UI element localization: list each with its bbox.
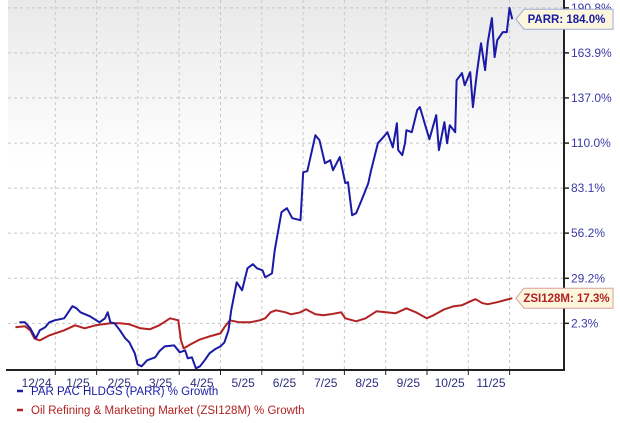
x-tick-label: 5/25 (231, 376, 255, 390)
series-line-zsi128m (15, 297, 513, 350)
series-lines (15, 7, 514, 370)
x-tick-label: 7/25 (314, 376, 338, 390)
y-tick-label: 29.2% (571, 271, 605, 285)
y-tick-label: 137.0% (571, 91, 612, 105)
x-tick-label: 10/25 (435, 376, 465, 390)
x-tick-label: 3/25 (149, 376, 173, 390)
legend-label-parr: PAR PAC HLDGS (PARR) % Growth (31, 386, 218, 398)
callout-zsi128m: ZSI128M: 17.3% (515, 287, 614, 309)
x-tick-label: 1/25 (66, 376, 90, 390)
callout-label: ZSI128M: 17.3% (523, 293, 609, 305)
callout-parr: PARR: 184.0% (515, 8, 614, 30)
y-axis-ticks: 190.8%163.9%137.0%110.0%83.1%56.2%29.2%2… (564, 1, 612, 330)
series-line-parr (19, 7, 514, 370)
x-tick-label: 12/24 (22, 376, 52, 390)
y-tick-label: 110.0% (571, 136, 611, 150)
callout-box (515, 8, 614, 30)
x-tick-label: 11/25 (476, 376, 505, 390)
callouts: ZSI128M: 17.3% PARR: 184.0% (515, 8, 614, 309)
y-tick-label: 56.2% (571, 226, 605, 240)
legend: PAR PAC HLDGS (PARR) % Growth Oil Refini… (17, 386, 305, 417)
x-tick-label: 6/25 (273, 376, 297, 390)
x-tick-label: 9/25 (397, 376, 421, 390)
callout-label: PARR: 184.0% (528, 14, 606, 26)
x-axis-ticks: 12/24 1/25 2/25 3/25 4/25 5/25 6/25 7/25 8/25 9/2… (22, 370, 511, 390)
legend-item-zsi128m: Oil Refining & Marketing Market (ZSI128M… (17, 405, 305, 417)
x-tick-label: 4/25 (190, 376, 214, 390)
y-tick-label: 163.9% (571, 46, 612, 60)
plot-background (8, 0, 564, 369)
y-tick-label: 83.1% (571, 181, 605, 195)
gridlines (8, 0, 564, 369)
callout-box (515, 287, 614, 309)
x-tick-label: 8/25 (355, 376, 379, 390)
legend-item-parr: PAR PAC HLDGS (PARR) % Growth (17, 386, 218, 398)
y-tick-label: 2.3% (571, 316, 599, 330)
legend-label-zsi128m: Oil Refining & Marketing Market (ZSI128M… (31, 405, 305, 417)
x-tick-label: 2/25 (108, 376, 132, 390)
